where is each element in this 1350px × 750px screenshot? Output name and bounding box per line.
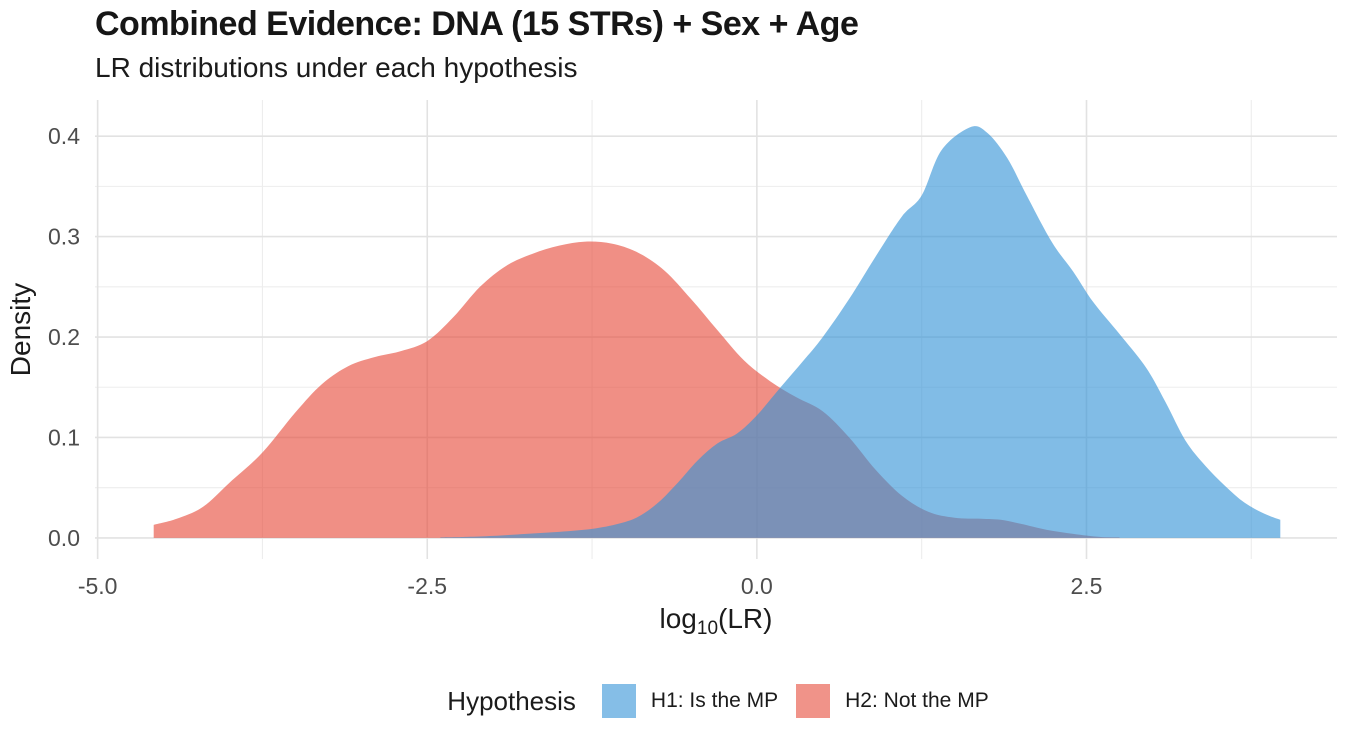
y-tick-label: 0.1 (48, 424, 80, 450)
density-area-h2 (153, 241, 1120, 538)
y-tick-label: 0.2 (48, 324, 80, 350)
chart-subtitle: LR distributions under each hypothesis (95, 52, 578, 83)
y-tick-label: 0.4 (48, 123, 80, 149)
x-tick-label: 2.5 (1070, 573, 1102, 599)
x-tick-label: -2.5 (407, 573, 447, 599)
x-tick-label: -5.0 (78, 573, 118, 599)
y-axis-title: Density (5, 283, 36, 376)
density-area-h1 (440, 126, 1281, 538)
legend-item-h1: H1: Is the MP (601, 684, 779, 718)
density-chart: 0.0 0.1 0.2 0.3 0.4 -5.0 -2.5 0.0 2.5 log10(LR) De… (5, 100, 1337, 639)
y-tick-label: 0.3 (48, 224, 80, 250)
legend-item-h2: H2: Not the MP (796, 684, 989, 718)
legend-label-h1: H1: Is the MP (650, 689, 779, 712)
legend: Hypothesis H1: Is the MP H2: Not the MP (0, 684, 1350, 718)
chart-title: Combined Evidence: DNA (15 STRs) + Sex +… (95, 5, 859, 43)
legend-swatch-h2 (796, 684, 831, 718)
x-axis-title: log10(LR) (660, 603, 773, 639)
y-tick-label: 0.0 (48, 525, 80, 551)
legend-title: Hypothesis (447, 685, 576, 716)
legend-label-h2: H2: Not the MP (845, 689, 989, 712)
legend-swatch-h1 (601, 684, 636, 718)
x-tick-label: 0.0 (741, 573, 773, 599)
